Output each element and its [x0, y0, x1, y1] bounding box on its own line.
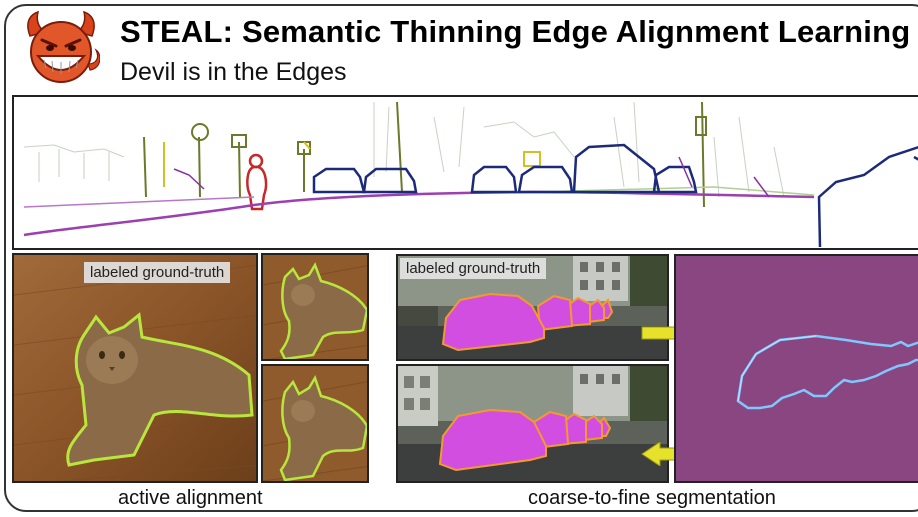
- devil-face-icon: [22, 10, 100, 90]
- cat-ground-truth-image: [12, 253, 258, 483]
- segmentation-output-image: [674, 254, 918, 483]
- coarse-to-fine-caption: coarse-to-fine segmentation: [528, 487, 776, 509]
- semantic-edge-map: [12, 95, 918, 250]
- cat-label-tag: labeled ground-truth: [84, 262, 231, 283]
- page-title: STEAL: Semantic Thinning Edge Alignment …: [120, 14, 911, 49]
- page-subtitle: Devil is in the Edges: [120, 58, 347, 86]
- active-alignment-caption: active alignment: [118, 487, 263, 509]
- cat-alignment-step-1: [261, 253, 369, 361]
- cat-alignment-step-2: [261, 364, 369, 483]
- car-refined-image: [396, 364, 669, 483]
- car-label-tag: labeled ground-truth: [400, 258, 547, 279]
- car-ground-truth-image: [396, 254, 669, 361]
- slide-frame: [4, 4, 918, 512]
